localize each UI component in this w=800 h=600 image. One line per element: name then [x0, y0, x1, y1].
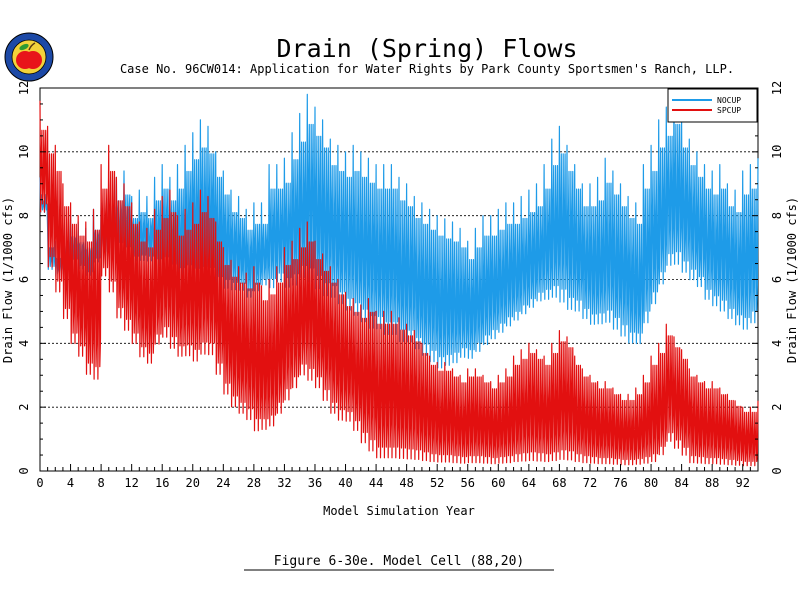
y-tick-label-right: 6	[770, 276, 784, 283]
x-tick-label: 88	[705, 476, 719, 490]
y-tick-label-right: 8	[770, 212, 784, 219]
x-tick-label: 8	[97, 476, 104, 490]
series-line-spcup	[39, 100, 759, 467]
x-tick-label: 76	[613, 476, 627, 490]
legend: NOCUP SPCUP	[667, 88, 758, 123]
x-tick-label: 24	[216, 476, 230, 490]
legend-label-spcup: SPCUP	[717, 106, 741, 115]
x-axis-label: Model Simulation Year	[323, 504, 475, 518]
x-tick-label: 52	[430, 476, 444, 490]
x-tick-label: 44	[369, 476, 383, 490]
series-line-nocup	[39, 93, 759, 369]
x-tick-label: 60	[491, 476, 505, 490]
x-tick-label: 12	[124, 476, 138, 490]
x-tick-label: 28	[247, 476, 261, 490]
y-tick-label-left: 6	[17, 276, 31, 283]
x-tick-label: 40	[338, 476, 352, 490]
series-layer	[39, 93, 759, 467]
x-tick-label: 56	[461, 476, 475, 490]
x-tick-label: 32	[277, 476, 291, 490]
x-tick-label: 0	[36, 476, 43, 490]
apple-seal-icon	[4, 32, 54, 82]
chart-subtitle: Case No. 96CW014: Application for Water …	[120, 62, 734, 76]
x-tick-label: 16	[155, 476, 169, 490]
y-tick-label-right: 10	[770, 145, 784, 159]
x-tick-label: 36	[308, 476, 322, 490]
chart-title: Drain (Spring) Flows	[276, 34, 577, 63]
y-tick-label-left: 4	[17, 340, 31, 347]
y-axis-label-left: Drain Flow (1/1000 cfs)	[1, 197, 15, 363]
y-tick-label-right: 4	[770, 340, 784, 347]
figure-caption: Figure 6-30e. Model Cell (88,20)	[274, 554, 524, 569]
x-tick-label: 72	[583, 476, 597, 490]
x-tick-label: 20	[186, 476, 200, 490]
legend-label-nocup: NOCUP	[717, 96, 741, 105]
x-tick-label: 80	[644, 476, 658, 490]
x-tick-label: 64	[522, 476, 536, 490]
y-tick-label-left: 8	[17, 212, 31, 219]
x-tick-label: 4	[67, 476, 74, 490]
x-tick-label: 84	[674, 476, 688, 490]
tick-layer: 0 4 8 12 16 20 24 28 32 36 40 44 48 52 56 60 64 68 72 76 80 8…	[17, 81, 784, 490]
y-tick-label-left: 12	[17, 81, 31, 95]
y-axis-label-right: Drain Flow (1/1000 cfs)	[785, 197, 799, 363]
y-tick-label-left: 10	[17, 145, 31, 159]
y-tick-label-left: 0	[17, 467, 31, 474]
y-tick-label-right: 0	[770, 467, 784, 474]
y-tick-label-right: 12	[770, 81, 784, 95]
x-tick-label: 48	[399, 476, 413, 490]
x-tick-label: 68	[552, 476, 566, 490]
y-tick-label-right: 2	[770, 404, 784, 411]
x-tick-label: 92	[735, 476, 749, 490]
y-tick-label-left: 2	[17, 404, 31, 411]
legend-box	[667, 88, 758, 123]
